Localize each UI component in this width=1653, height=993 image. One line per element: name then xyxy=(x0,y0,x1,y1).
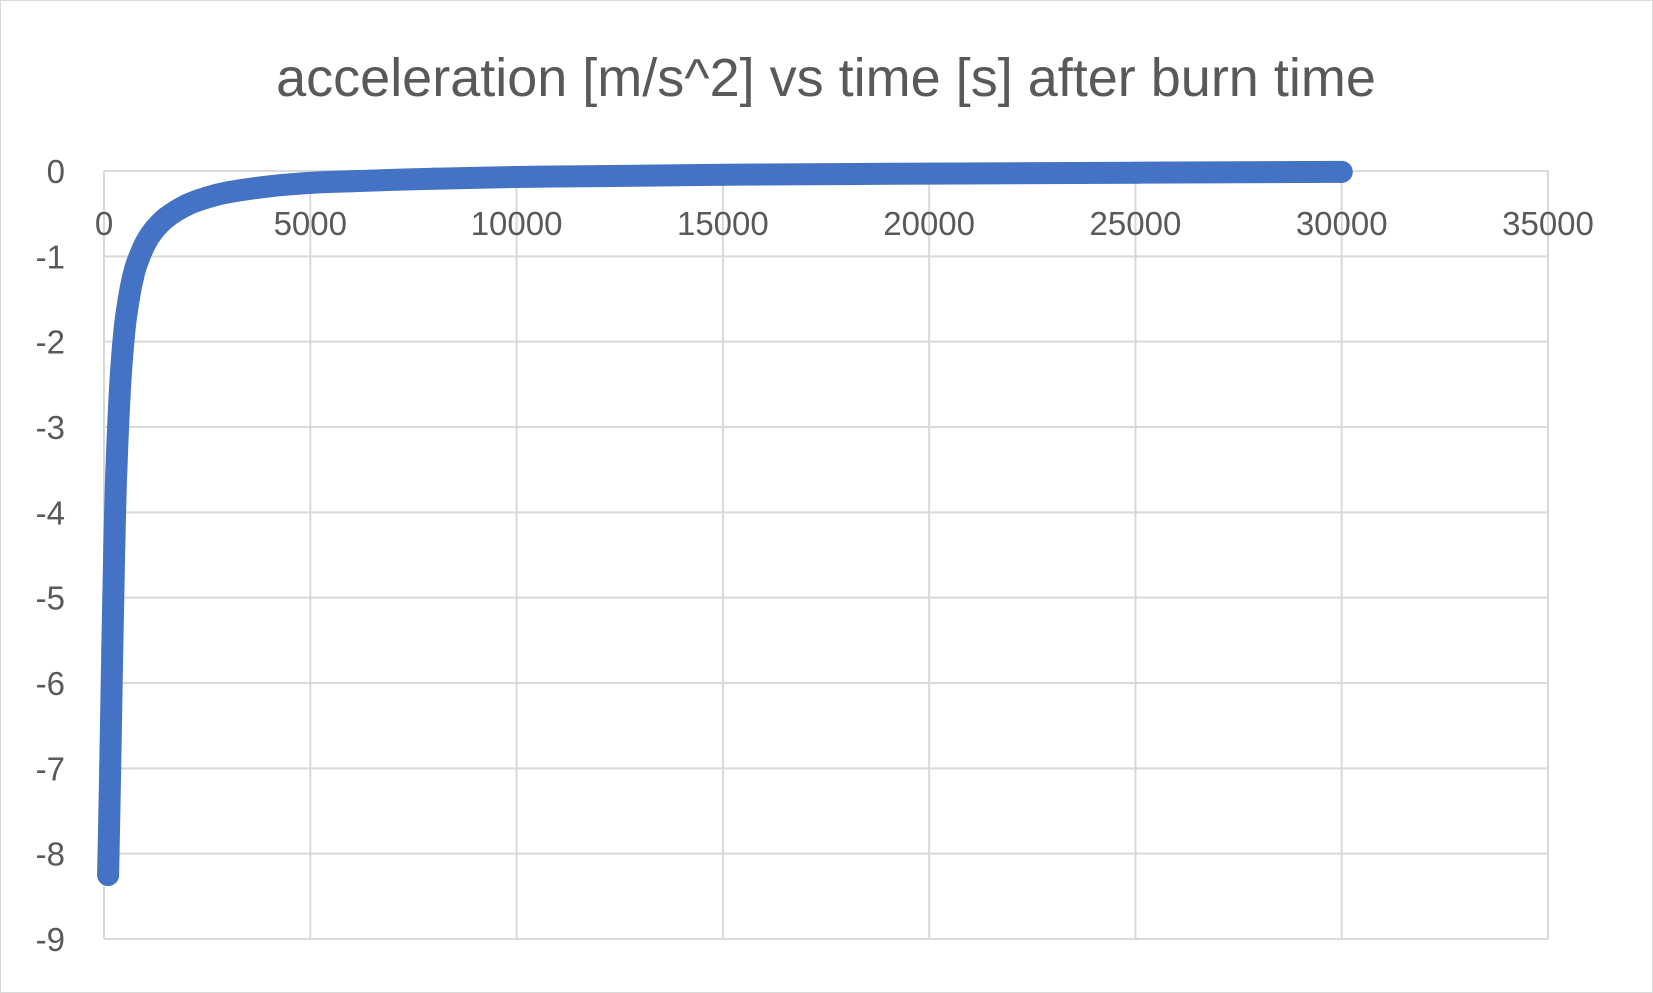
y-tick-label: -9 xyxy=(36,921,65,958)
data-point xyxy=(97,864,120,886)
y-axis-ticks: 0 -1 -2 -3 -4 -5 -6 -7 -8 -9 xyxy=(36,153,65,958)
data-point xyxy=(103,535,126,558)
data-point xyxy=(1124,161,1147,184)
y-tick-label: -7 xyxy=(36,750,65,787)
y-tick-label: -1 xyxy=(36,238,65,275)
y-tick-label: -2 xyxy=(36,324,65,361)
x-axis-ticks: 0 5000 10000 15000 20000 25000 30000 35000 xyxy=(95,205,1594,242)
x-tick-label: 25000 xyxy=(1090,205,1182,242)
x-tick-label: 30000 xyxy=(1296,205,1388,242)
x-tick-label: 15000 xyxy=(677,205,769,242)
data-point xyxy=(113,317,136,340)
y-tick-label: 0 xyxy=(47,153,65,190)
gridlines xyxy=(103,170,1549,940)
series-line xyxy=(97,160,1353,886)
x-tick-label: 5000 xyxy=(274,205,347,242)
data-point xyxy=(340,170,363,193)
data-point xyxy=(99,757,122,780)
data-point xyxy=(175,194,198,217)
chart-title: acceleration [m/s^2] vs time [s] after b… xyxy=(276,48,1376,108)
y-tick-label: -4 xyxy=(36,494,65,531)
data-point xyxy=(105,458,128,481)
x-tick-label: 0 xyxy=(95,205,113,242)
x-tick-label: 20000 xyxy=(883,205,975,242)
data-point xyxy=(299,171,322,194)
y-tick-label: -3 xyxy=(36,409,65,446)
data-point xyxy=(109,369,132,392)
data-point xyxy=(258,175,281,198)
data-point xyxy=(423,167,446,190)
data-point xyxy=(126,252,149,275)
series-layer xyxy=(97,160,1353,886)
data-point xyxy=(154,206,177,229)
x-tick-label: 10000 xyxy=(471,205,563,242)
y-tick-label: -6 xyxy=(36,665,65,702)
data-point xyxy=(588,165,611,188)
y-tick-label: -5 xyxy=(36,580,65,617)
y-tick-label: -8 xyxy=(36,836,65,873)
data-point xyxy=(196,186,219,209)
data-point xyxy=(711,163,734,186)
data-point xyxy=(1330,160,1353,183)
data-point xyxy=(101,637,124,660)
x-tick-label: 35000 xyxy=(1502,205,1594,242)
data-point xyxy=(117,288,140,310)
data-point xyxy=(918,162,941,185)
data-point xyxy=(216,181,239,204)
data-point xyxy=(505,165,528,188)
